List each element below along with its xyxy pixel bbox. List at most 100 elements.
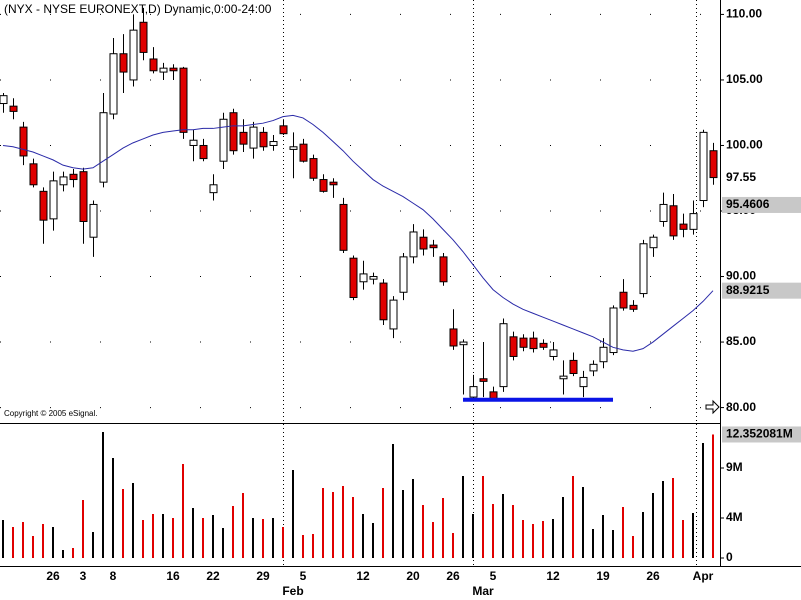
candle-body [309,158,318,179]
volume-bar [692,513,694,558]
volume-bar [562,497,564,558]
scroll-icon[interactable] [705,399,720,415]
candle-body [189,139,198,146]
volume-bar [482,476,484,558]
volume-bar [382,488,384,558]
volume-bar [552,519,554,558]
volume-bar [612,530,614,558]
candle-body [119,53,128,73]
candle-body [299,143,308,162]
candle-body [339,203,348,251]
candle-body [589,363,598,372]
candle-body [19,126,28,157]
x-tick-label: 22 [206,569,220,583]
volume-bar [402,490,404,558]
volume-bar [712,434,714,558]
volume-bar [242,493,244,558]
candle-body [639,243,648,295]
volume-bar [352,497,354,558]
candle-body [509,336,518,357]
volume-bar [602,515,604,558]
candle-body [699,131,708,202]
volume-bar [2,520,4,558]
volume-bar [622,507,624,558]
candle-body [619,291,628,309]
volume-bar [222,528,224,558]
volume-bar [572,476,574,558]
y2-tick-label: 4M [726,510,743,524]
candle-body [669,205,678,237]
volume-bar [652,493,654,558]
candle-body [579,376,588,388]
candle-body [449,328,458,347]
volume-bar [642,512,644,558]
copyright: Copyright © 2005 eSignal. [4,409,98,418]
candle-body [709,150,718,179]
volume-bar [502,494,504,558]
candle-body [279,125,288,135]
volume-bar [432,522,434,558]
volume-bar [422,505,424,558]
price-marker-box [722,282,801,299]
x-tick-label: 29 [256,569,270,583]
x-tick-label: 8 [110,569,117,583]
candle-body [219,118,228,162]
volume-bar [362,514,364,558]
candle-body [419,236,428,250]
volume-bar [672,478,674,558]
candle-body [659,203,668,222]
candle-body [269,141,278,146]
candle-body [99,112,108,183]
y-tick-label: 100.00 [726,138,763,152]
volume-bar [92,532,94,558]
volume-bar [32,536,34,558]
volume-bar [302,535,304,558]
volume-bar [582,487,584,558]
volume-bar [272,518,274,558]
volume-bar [342,486,344,558]
candle-body [499,323,508,388]
candle-body [359,273,368,283]
candle-body [649,236,658,249]
volume-bar [182,464,184,558]
candle-body [289,146,298,150]
x-tick-label: 16 [166,569,180,583]
candle-body [569,359,578,375]
volume-bar [82,500,84,558]
candle-body [479,378,488,382]
price-marker-label: 95.4606 [726,197,770,211]
volume-bar [172,518,174,558]
y-tick-label: 105.00 [726,72,763,86]
candle-body [59,176,68,186]
candle-body [399,256,408,293]
volume-bar [522,520,524,558]
x-month-label: Mar [472,584,494,598]
candle-body [539,342,548,348]
candle-body [109,53,118,115]
volume-bar [192,508,194,558]
volume-marker-box [722,426,801,443]
volume-bar [162,514,164,558]
candle-body [9,105,18,112]
x-tick-label: 5 [300,569,307,583]
volume-bar [542,521,544,558]
y2-tick-label: 0 [726,550,733,564]
volume-bar [332,492,334,558]
x-tick-label: 26 [446,569,460,583]
candle-body [249,126,258,149]
volume-bar [142,520,144,558]
x-tick-label: 26 [46,569,60,583]
volume-bar [442,498,444,558]
candle-body [129,29,138,81]
candle-body [329,181,338,186]
candle-body [389,299,398,330]
y-tick-label: 110.00 [726,7,762,21]
candle-body [469,386,478,398]
moving-average-line [2,114,714,352]
volume-bar [12,527,14,558]
candle-body [409,231,418,258]
candle-body [179,67,188,133]
candle-body [49,180,58,220]
price-marker-label: 88.9215 [726,283,770,297]
